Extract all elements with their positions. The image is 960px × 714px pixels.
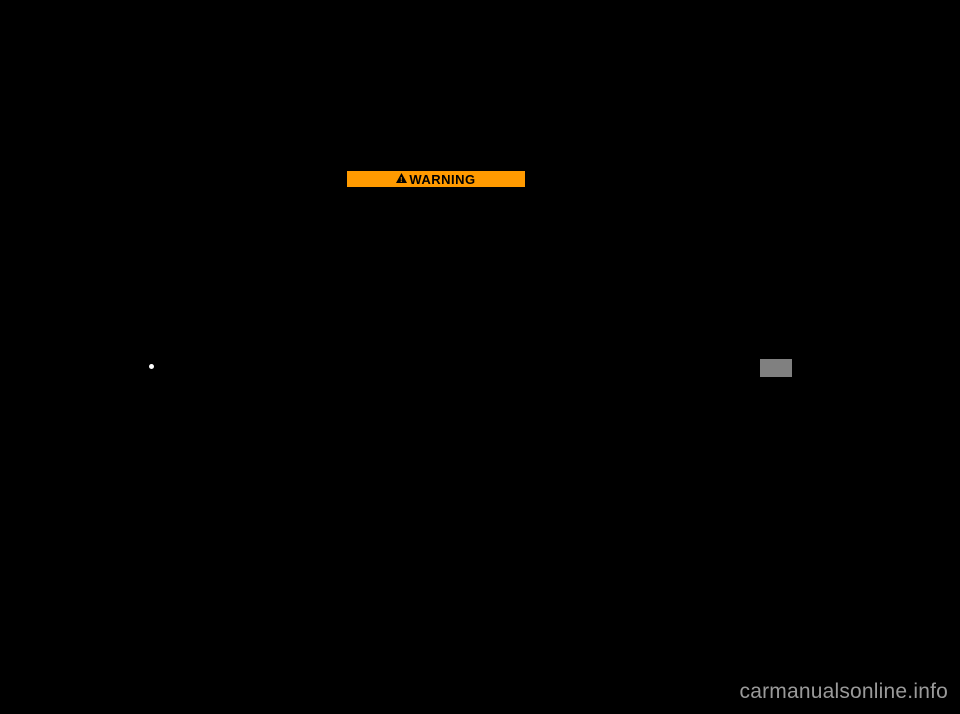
warning-text: WARNING [409, 172, 475, 187]
warning-triangle-icon: ! [396, 173, 407, 186]
svg-text:!: ! [400, 177, 403, 183]
warning-label-inner: ! WARNING [396, 172, 475, 187]
bullet-point-icon [149, 364, 154, 369]
manual-page: ! WARNING carmanualsonline.info [0, 0, 960, 714]
section-tab [760, 359, 792, 377]
watermark-text: carmanualsonline.info [740, 680, 949, 704]
warning-label: ! WARNING [346, 170, 526, 188]
